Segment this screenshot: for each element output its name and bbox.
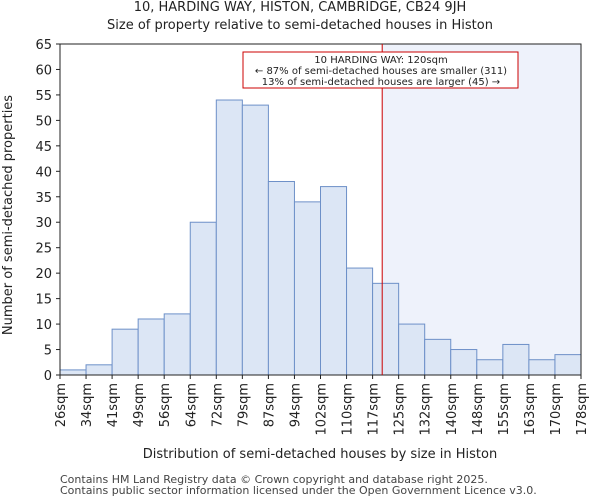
bar — [320, 186, 348, 376]
bar — [85, 364, 113, 376]
x-tick-label: 34sqm — [80, 383, 95, 427]
y-tick-label: 20 — [35, 267, 52, 282]
bar — [241, 104, 269, 376]
y-tick-label: 45 — [35, 140, 52, 155]
bar — [346, 267, 374, 376]
bar — [372, 282, 400, 376]
bar — [502, 343, 530, 376]
footer-line-1: Contains HM Land Registry data © Crown c… — [60, 473, 488, 486]
x-tick-label: 132sqm — [419, 383, 434, 436]
page-subtitle: Size of property relative to semi-detach… — [107, 18, 493, 33]
page-title: 10, HARDING WAY, HISTON, CAMBRIDGE, CB24… — [133, 0, 467, 15]
x-tick-label: 148sqm — [471, 383, 486, 436]
x-tick-label: 140sqm — [445, 383, 460, 436]
bars — [59, 99, 582, 376]
x-tick-label: 125sqm — [393, 383, 408, 436]
y-tick-label: 0 — [44, 369, 52, 384]
y-tick-label: 40 — [35, 165, 52, 180]
y-tick-label: 25 — [35, 242, 52, 257]
y-tick-label: 15 — [35, 293, 52, 308]
y-tick-label: 35 — [35, 191, 52, 206]
bar — [215, 99, 243, 376]
x-tick-label: 64sqm — [184, 383, 199, 427]
x-tick-label: 41sqm — [106, 383, 121, 427]
histogram-chart: 0 5 10 15 20 25 30 35 40 45 50 55 60 65 26sqm 34sqm 41s… — [1, 38, 590, 462]
bar — [111, 328, 139, 376]
bar — [267, 180, 295, 376]
bar — [424, 338, 452, 376]
bar — [450, 349, 478, 376]
annotation-box — [242, 51, 519, 89]
annotation-line: 10 HARDING WAY: 120sqm — [314, 55, 447, 66]
x-axis-label: Distribution of semi-detached houses by … — [143, 447, 497, 462]
larger-shade-rect — [382, 44, 581, 375]
bar — [137, 318, 165, 376]
y-tick-label: 65 — [35, 38, 52, 53]
x-tick-label: 110sqm — [341, 383, 356, 436]
y-ticks: 0 5 10 15 20 25 30 35 40 45 50 55 60 65 — [35, 38, 60, 384]
bar — [59, 369, 87, 376]
y-tick-label: 10 — [35, 318, 52, 333]
marker: 10 HARDING WAY: 120sqm← 87% of semi-deta… — [242, 44, 519, 375]
x-tick-label: 102sqm — [315, 383, 330, 436]
y-tick-label: 60 — [35, 63, 52, 78]
y-axis-label: Number of semi-detached properties — [1, 95, 16, 335]
y-tick-label: 5 — [44, 344, 52, 359]
y-tick-label: 30 — [35, 216, 52, 231]
x-tick-label: 49sqm — [132, 383, 147, 427]
x-tick-label: 87sqm — [262, 383, 277, 427]
footer-line-2: Contains public sector information licen… — [60, 484, 537, 497]
x-tick-label: 163sqm — [523, 383, 538, 436]
bar — [476, 359, 504, 376]
annotation-line: 13% of semi-detached houses are larger (… — [262, 77, 500, 88]
x-tick-label: 94sqm — [288, 383, 303, 427]
x-tick-label: 26sqm — [54, 383, 69, 427]
annotation-line: ← 87% of semi-detached houses are smalle… — [255, 66, 507, 77]
bar — [293, 201, 322, 376]
bar — [398, 323, 426, 376]
x-tick-label: 56sqm — [158, 383, 173, 427]
x-tick-label: 155sqm — [497, 383, 512, 436]
bar — [189, 221, 217, 376]
y-tick-label: 55 — [35, 89, 52, 104]
bar — [528, 359, 556, 376]
bar — [554, 354, 582, 376]
larger-region-shade — [382, 44, 581, 375]
x-tick-label: 178sqm — [575, 383, 590, 436]
x-tick-label: 79sqm — [236, 383, 251, 427]
x-tick-label: 117sqm — [367, 383, 382, 436]
x-tick-label: 170sqm — [549, 383, 564, 436]
bar — [163, 313, 191, 376]
x-ticks: 26sqm 34sqm 41sqm 49sqm 56sqm 64sqm 72sqm 79sqm… — [54, 375, 590, 436]
x-tick-label: 72sqm — [210, 383, 225, 427]
y-tick-label: 50 — [35, 114, 52, 129]
